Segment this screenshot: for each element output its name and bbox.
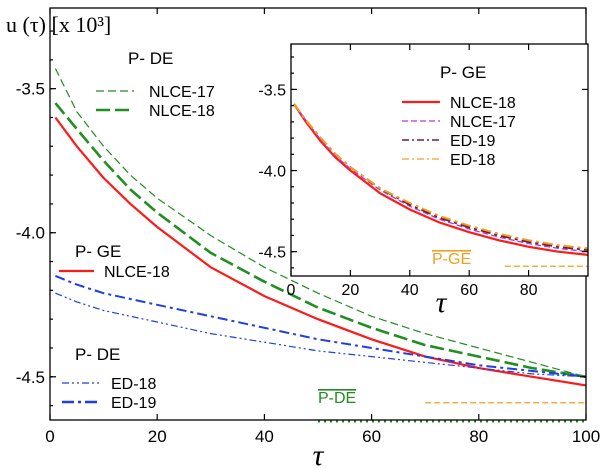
inset-legend: P- GE NLCE-18 NLCE-17 ED-19 ED-18 (402, 63, 516, 169)
legend-label: NLCE-18 (149, 103, 215, 120)
y-tick-label: -4.5 (16, 368, 45, 387)
series-line-ed-18 (293, 103, 589, 250)
inset-plot: 0 20 40 60 80 -3.5 -4.0 -4.5 τ P- GE NLCE-18 NL… (258, 43, 589, 319)
legend-label: NLCE-17 (450, 114, 516, 131)
main-ticks: 0 20 40 60 80 100 -3.5 -4.0 -4.5 (16, 8, 600, 446)
x-tick-label: 40 (401, 282, 419, 299)
y-axis-label: u (τ) [x 10³] (6, 12, 111, 37)
legend-label: ED-19 (111, 395, 156, 412)
x-tick-label: 20 (342, 282, 360, 299)
legend-label: ED-18 (111, 376, 156, 393)
x-tick-label: 0 (287, 282, 296, 299)
inset-series-group (293, 103, 589, 256)
legend-pde-ed: P- DE ED-18 ED-19 (62, 345, 156, 412)
x-tick-label: 0 (45, 427, 54, 446)
x-tick-label: 80 (520, 282, 538, 299)
legend-pge: P- GE NLCE-18 (59, 242, 170, 281)
main-reference-lines (318, 402, 586, 423)
y-tick-label: -4.0 (16, 224, 45, 243)
inset-ticks: 0 20 40 60 80 -3.5 -4.0 -4.5 (258, 44, 588, 299)
x-tick-label: 60 (460, 282, 478, 299)
x-tick-label: 40 (255, 427, 274, 446)
main-x-axis-label: τ (313, 439, 325, 469)
legend-label: ED-19 (450, 133, 495, 150)
series-line-pde-nlce-17 (54, 68, 587, 378)
y-tick-label: -4.5 (258, 245, 286, 262)
series-line-nlce-17 (293, 103, 589, 253)
legend-label: ED-18 (450, 152, 495, 169)
x-tick-label: 100 (572, 427, 600, 446)
legend-label: NLCE-17 (149, 84, 215, 101)
series-line-nlce-18 (293, 103, 589, 256)
inset-x-axis-label: τ (436, 286, 448, 319)
inset-plot-frame (290, 43, 589, 277)
y-tick-label: -3.5 (16, 80, 45, 99)
series-line-pde-ed-19 (55, 274, 587, 378)
legend-label: NLCE-18 (450, 95, 516, 112)
x-tick-label: 80 (469, 427, 488, 446)
series-line-pde-nlce-18 (54, 102, 587, 379)
legend-title: P- GE (440, 63, 486, 82)
y-tick-label: -4.0 (258, 164, 286, 181)
reference-label-pge: P-GE (432, 251, 471, 268)
legend-title: P- DE (128, 49, 173, 68)
x-tick-label: 20 (148, 427, 167, 446)
y-tick-label: -3.5 (258, 82, 286, 99)
series-line-pde-ed-18 (55, 292, 587, 378)
main-series-group (54, 68, 587, 387)
legend-pde-nlce: P- DE NLCE-17 NLCE-18 (96, 49, 215, 120)
legend-title: P- DE (75, 345, 120, 364)
x-tick-label: 60 (362, 427, 381, 446)
legend-title: P- GE (75, 242, 121, 261)
legend-label: NLCE-18 (104, 264, 170, 281)
reference-label-pde: P-DE (318, 390, 356, 407)
